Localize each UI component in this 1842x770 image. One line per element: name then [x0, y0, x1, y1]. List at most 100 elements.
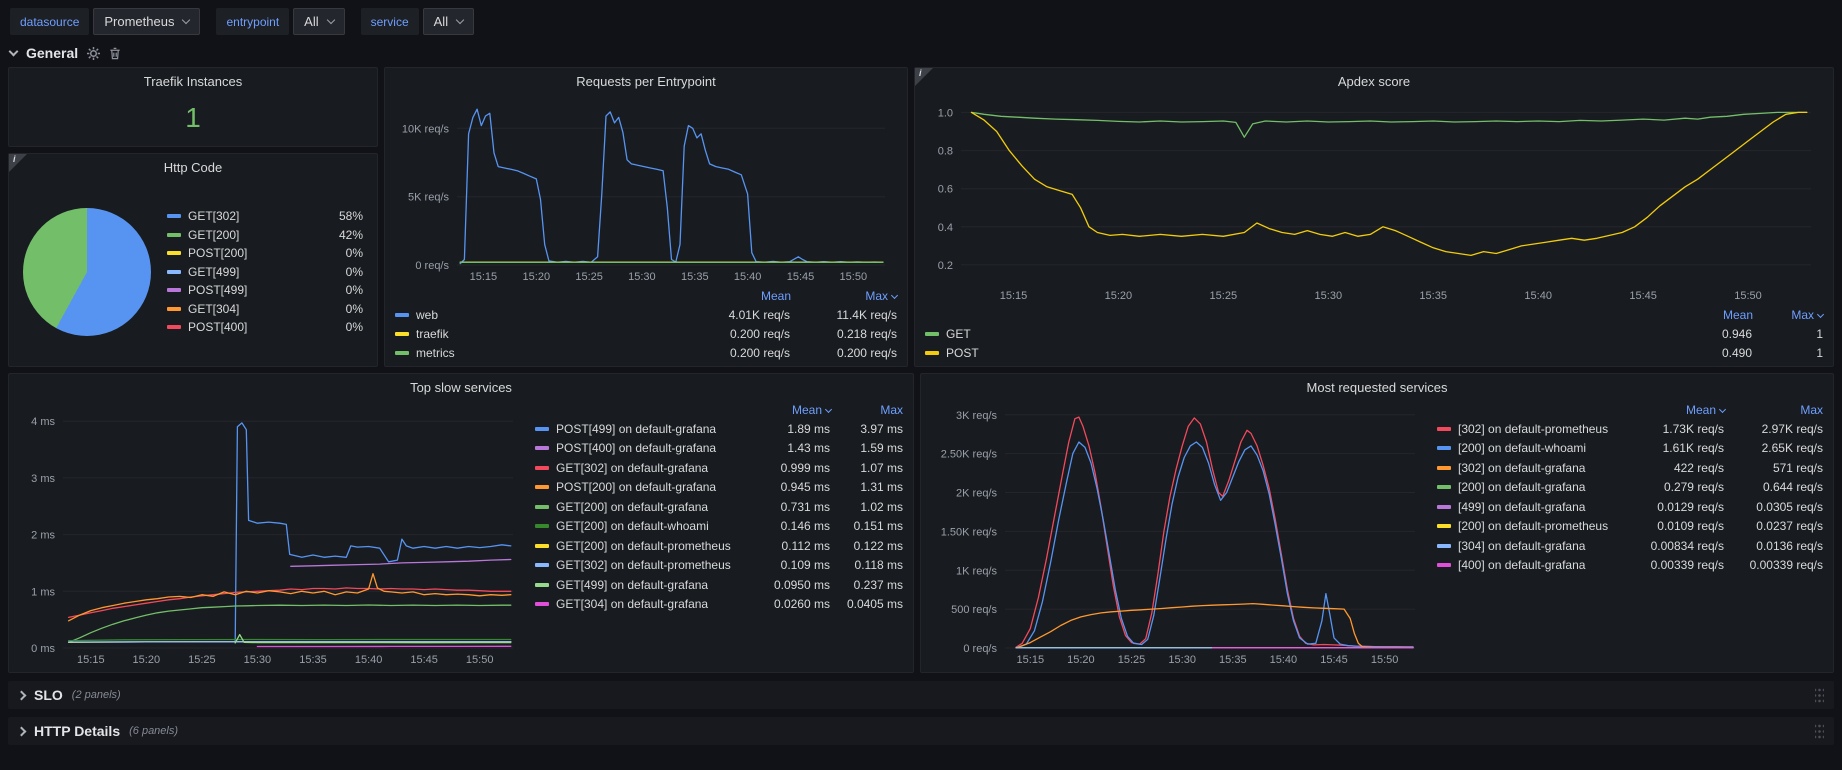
svg-text:15:40: 15:40: [1270, 654, 1298, 666]
legend-item[interactable]: [400] on default-grafana 0.00339 req/s 0.0…: [1437, 556, 1823, 576]
legend-item[interactable]: POST[499] 0%: [167, 281, 363, 300]
legend-item[interactable]: POST[200] on default-grafana 0.945 ms 1.31…: [535, 478, 903, 498]
legend-item[interactable]: metrics 0.200 req/s 0.200 req/s: [395, 343, 897, 362]
series-color-swatch: [535, 524, 549, 529]
svg-text:4 ms: 4 ms: [31, 416, 55, 428]
legend-header: Mean Max: [395, 287, 899, 305]
legend: Mean Max web 4.01K req/s 11.4K req/s traefi…: [395, 285, 899, 362]
legend-item[interactable]: [200] on default-grafana 0.279 req/s 0.644…: [1437, 478, 1823, 498]
series-name: [400] on default-grafana: [1458, 558, 1586, 573]
panel-title[interactable]: Top slow services: [410, 380, 512, 395]
series-name: POST[499] on default-grafana: [556, 421, 717, 436]
legend-item[interactable]: GET 0.946 1: [925, 324, 1823, 343]
trash-icon[interactable]: [109, 47, 121, 60]
legend-item[interactable]: [200] on default-whoami 1.61K req/s 2.65K …: [1437, 439, 1823, 459]
legend-sort-max[interactable]: Max: [1800, 403, 1823, 417]
legend-item[interactable]: GET[200] 42%: [167, 225, 363, 244]
stat-value: 1: [185, 101, 201, 133]
row-title[interactable]: General: [26, 45, 79, 61]
legend-mean-value: 0.0109 req/s: [1657, 519, 1724, 534]
legend-mean-value: 0.200 req/s: [729, 345, 790, 360]
svg-text:15:20: 15:20: [1067, 654, 1095, 666]
panel-title[interactable]: Most requested services: [1306, 380, 1448, 395]
svg-text:15:35: 15:35: [1419, 290, 1447, 302]
chart-panel-body: 0.2 0.4 0.6 0.8 1.0 15:15 15:20 15:25 15:30 15:35…: [915, 91, 1833, 366]
panel-top-slow-services: Top slow services 0 ms 1 ms 2 ms 3 ms 4 ms 15…: [8, 373, 914, 673]
legend-mean-value: 422 req/s: [1673, 460, 1724, 475]
legend-item[interactable]: POST[400] on default-grafana 1.43 ms 1.59 …: [535, 439, 903, 459]
legend-item[interactable]: GET[499] on default-grafana 0.0950 ms 0.23…: [535, 575, 903, 595]
legend-item[interactable]: GET[200] on default-prometheus 0.112 ms 0.…: [535, 536, 903, 556]
legend-sort-mean[interactable]: Mean: [1633, 403, 1727, 417]
series-name: [499] on default-grafana: [1458, 499, 1586, 514]
row-slo[interactable]: SLO (2 panels): [8, 681, 1834, 709]
pie-chart[interactable]: [23, 207, 151, 336]
most-requested-services-chart[interactable]: 0 req/s 500 req/s 1K req/s 1.50K req/s 2K re…: [931, 399, 1427, 668]
legend-item[interactable]: web 4.01K req/s 11.4K req/s: [395, 305, 897, 324]
variable-dropdown-service[interactable]: All: [422, 8, 475, 35]
series-color-swatch: [167, 251, 181, 255]
variable-dropdown-entrypoint[interactable]: All: [293, 8, 345, 35]
svg-text:15:50: 15:50: [1371, 654, 1399, 666]
legend-item[interactable]: POST[200] 0%: [167, 244, 363, 263]
panel-title[interactable]: Http Code: [163, 160, 223, 175]
panel-title[interactable]: Apdex score: [1337, 74, 1411, 89]
legend-sort-max[interactable]: Max: [1759, 308, 1825, 322]
legend-max-value: 1: [1816, 345, 1823, 360]
drag-handle-icon[interactable]: [1815, 686, 1824, 704]
gear-icon[interactable]: [87, 46, 101, 60]
panel-info-icon[interactable]: [915, 68, 933, 86]
legend-item[interactable]: GET[304] 0%: [167, 299, 363, 318]
legend-mean-value: 1.43 ms: [787, 441, 830, 456]
legend-item[interactable]: GET[200] on default-grafana 0.731 ms 1.02 …: [535, 497, 903, 517]
row-panel-count: (6 panels): [129, 725, 179, 737]
legend-item[interactable]: traefik 0.200 req/s 0.218 req/s: [395, 324, 897, 343]
legend-item[interactable]: GET[499] 0%: [167, 262, 363, 281]
legend-sort-mean[interactable]: Mean: [760, 289, 791, 303]
legend-item[interactable]: [499] on default-grafana 0.0129 req/s 0.03…: [1437, 497, 1823, 517]
legend-sort-mean[interactable]: Mean: [1722, 308, 1753, 322]
variable-datasource: datasource Prometheus: [10, 8, 201, 35]
series-color-swatch: [535, 602, 549, 607]
legend-item[interactable]: [302] on default-prometheus 1.73K req/s 2.…: [1437, 419, 1823, 439]
legend-value: 58%: [338, 209, 363, 223]
series-color-swatch: [1437, 446, 1451, 451]
series-name: POST[400]: [188, 320, 248, 334]
drag-handle-icon[interactable]: [1815, 722, 1824, 740]
sort-caret-icon: [1718, 405, 1727, 413]
legend-item[interactable]: POST[499] on default-grafana 1.89 ms 3.97 …: [535, 419, 903, 439]
legend-sort-max[interactable]: Max: [797, 289, 899, 303]
legend-sort-mean[interactable]: Mean: [765, 403, 833, 417]
top-slow-services-chart[interactable]: 0 ms 1 ms 2 ms 3 ms 4 ms 15:15 15:20 15:25 15:30…: [19, 399, 525, 668]
panel-title[interactable]: Traefik Instances: [143, 74, 243, 89]
legend-item[interactable]: GET[302] on default-prometheus 0.109 ms 0.…: [535, 556, 903, 576]
panel-info-icon[interactable]: [9, 154, 27, 172]
svg-text:1 ms: 1 ms: [31, 586, 55, 598]
legend-item[interactable]: [200] on default-prometheus 0.0109 req/s 0…: [1437, 517, 1823, 537]
svg-text:0 req/s: 0 req/s: [415, 260, 449, 272]
legend-max-value: 11.4K req/s: [836, 307, 897, 322]
legend-item[interactable]: GET[304] on default-grafana 0.0260 ms 0.04…: [535, 595, 903, 615]
chevron-down-icon: [182, 15, 191, 25]
row-http-details[interactable]: HTTP Details (6 panels): [8, 717, 1834, 745]
requests-per-entrypoint-chart[interactable]: 0 req/s 5K req/s 10K req/s 15:15 15:20 15:25 1…: [395, 93, 897, 285]
svg-text:15:30: 15:30: [1168, 654, 1196, 666]
svg-text:15:15: 15:15: [470, 271, 498, 283]
legend-item[interactable]: [302] on default-grafana 422 req/s 571 req…: [1437, 458, 1823, 478]
panel-title[interactable]: Requests per Entrypoint: [576, 74, 716, 89]
legend-item[interactable]: POST 0.490 1: [925, 343, 1823, 362]
legend-item[interactable]: POST[400] 0%: [167, 318, 363, 337]
row-general[interactable]: General: [0, 43, 1842, 67]
series-color-swatch: [167, 325, 181, 329]
variable-dropdown-datasource[interactable]: Prometheus: [93, 8, 201, 35]
legend-item[interactable]: GET[302] 58%: [167, 207, 363, 226]
legend-item[interactable]: GET[302] on default-grafana 0.999 ms 1.07 …: [535, 458, 903, 478]
legend-item[interactable]: GET[200] on default-whoami 0.146 ms 0.151 …: [535, 517, 903, 537]
legend-item[interactable]: [304] on default-grafana 0.00834 req/s 0.0…: [1437, 536, 1823, 556]
legend-sort-max[interactable]: Max: [880, 403, 903, 417]
series-name: [200] on default-whoami: [1458, 441, 1587, 456]
legend-mean-value: 0.999 ms: [780, 460, 830, 475]
variable-label-service: service: [360, 8, 419, 35]
panel-http-code: i Http Code GET[302] 58% GET[200] 42% POST[2…: [8, 153, 378, 367]
apdex-score-chart[interactable]: 0.2 0.4 0.6 0.8 1.0 15:15 15:20 15:25 15:30 15:35…: [925, 93, 1823, 304]
